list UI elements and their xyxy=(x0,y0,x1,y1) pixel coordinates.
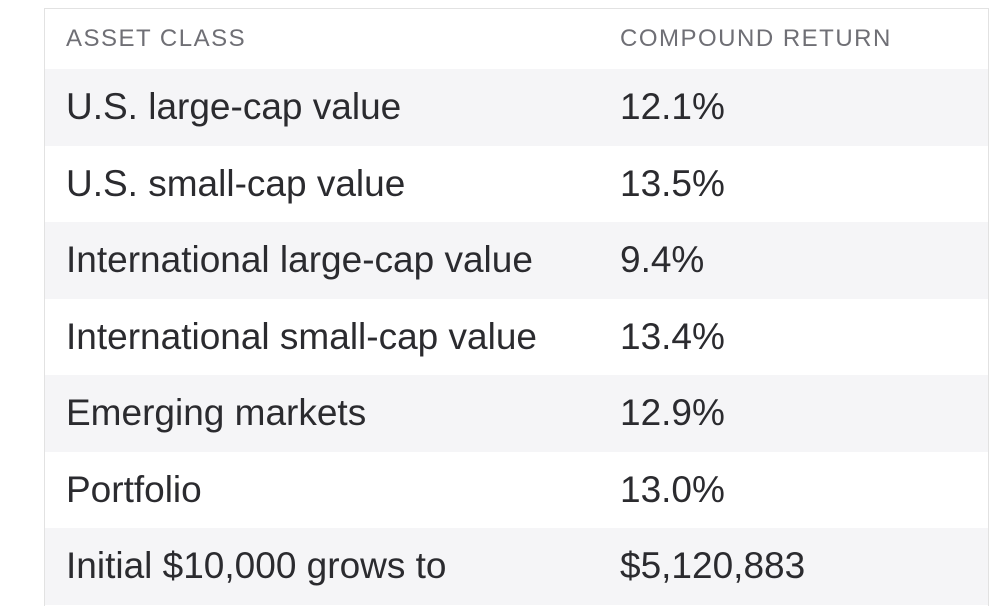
asset-cell: International large-cap value xyxy=(45,222,599,299)
return-cell: 9.4% xyxy=(599,222,988,299)
header-asset-class: ASSET CLASS xyxy=(45,9,599,69)
return-cell: 13.5% xyxy=(599,145,988,222)
table-row: International large-cap value 9.4% xyxy=(45,222,988,299)
return-cell: 12.9% xyxy=(599,375,988,452)
returns-table: ASSET CLASS COMPOUND RETURN U.S. large-c… xyxy=(45,9,988,605)
header-compound-return: COMPOUND RETURN xyxy=(599,9,988,69)
asset-cell: International small-cap value xyxy=(45,298,599,375)
table-header: ASSET CLASS COMPOUND RETURN xyxy=(45,9,988,69)
asset-cell: Portfolio xyxy=(45,451,599,528)
table-row: Emerging markets 12.9% xyxy=(45,375,988,452)
asset-cell: U.S. small-cap value xyxy=(45,145,599,222)
table-row-total: Initial $10,000 grows to $5,120,883 xyxy=(45,528,988,605)
header-row: ASSET CLASS COMPOUND RETURN xyxy=(45,9,988,69)
table-row: U.S. large-cap value 12.1% xyxy=(45,69,988,146)
return-cell: 13.0% xyxy=(599,451,988,528)
asset-cell: U.S. large-cap value xyxy=(45,69,599,146)
return-cell: 12.1% xyxy=(599,69,988,146)
table-row: International small-cap value 13.4% xyxy=(45,298,988,375)
asset-cell: Emerging markets xyxy=(45,375,599,452)
table-row: U.S. small-cap value 13.5% xyxy=(45,145,988,222)
returns-table-container: ASSET CLASS COMPOUND RETURN U.S. large-c… xyxy=(44,8,989,606)
asset-cell: Initial $10,000 grows to xyxy=(45,528,599,605)
return-cell: 13.4% xyxy=(599,298,988,375)
table-row: Portfolio 13.0% xyxy=(45,451,988,528)
return-cell: $5,120,883 xyxy=(599,528,988,605)
table-body: U.S. large-cap value 12.1% U.S. small-ca… xyxy=(45,69,988,605)
